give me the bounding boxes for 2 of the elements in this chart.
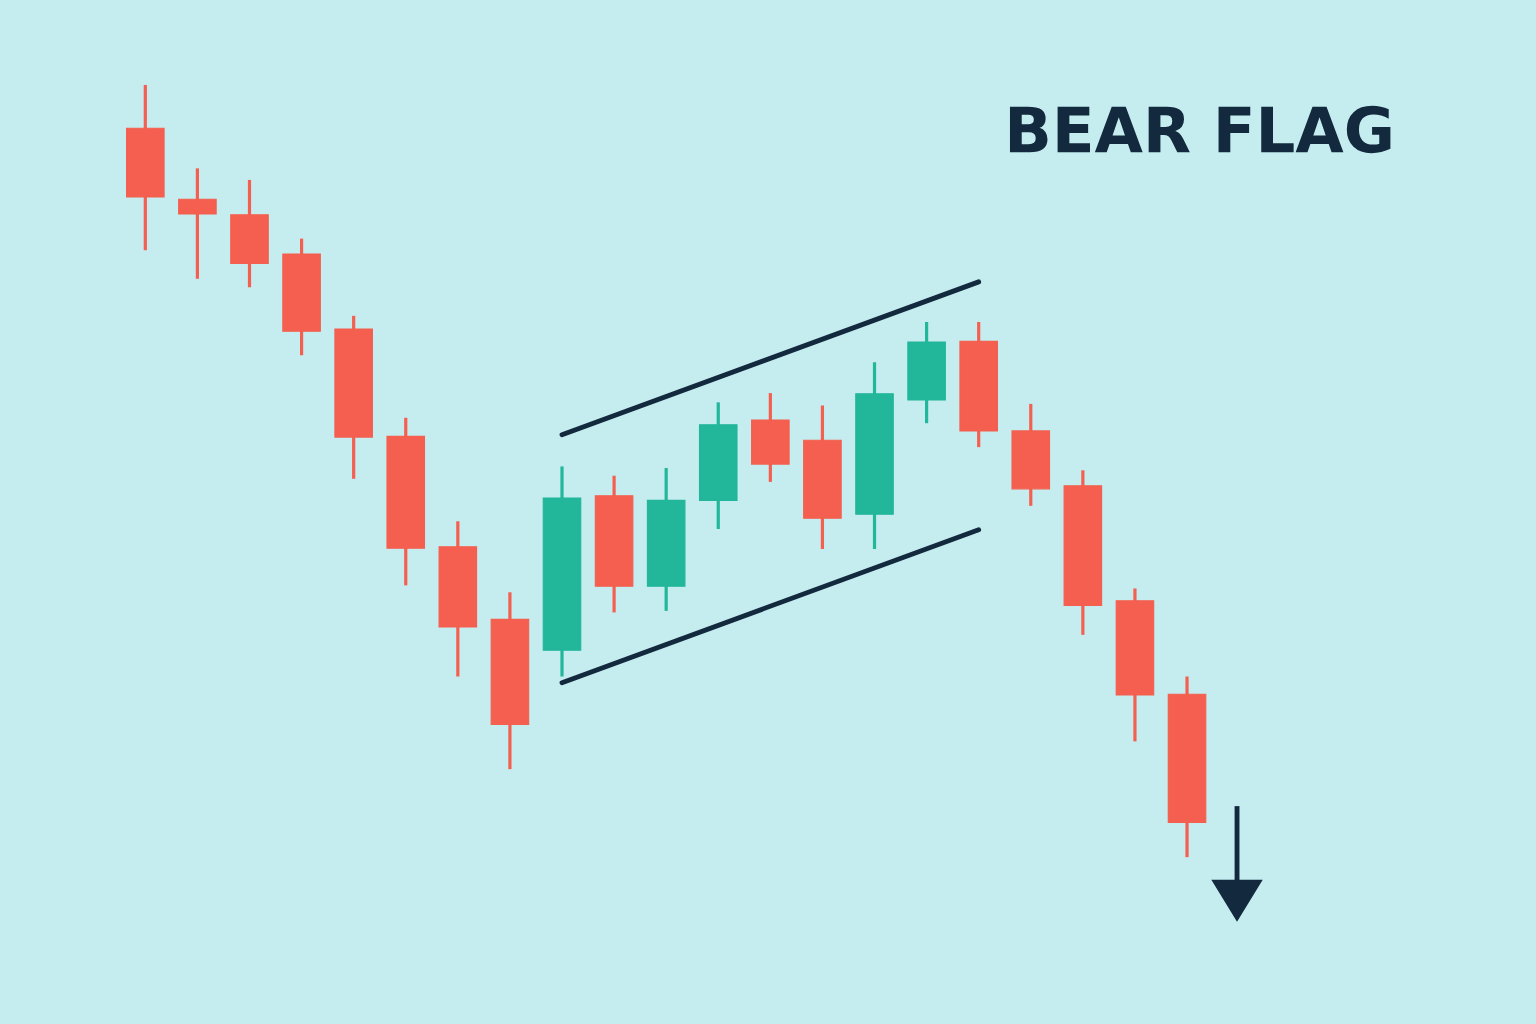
chart-title: BEAR FLAG bbox=[1009, 105, 1391, 154]
candlestick bbox=[178, 168, 217, 279]
